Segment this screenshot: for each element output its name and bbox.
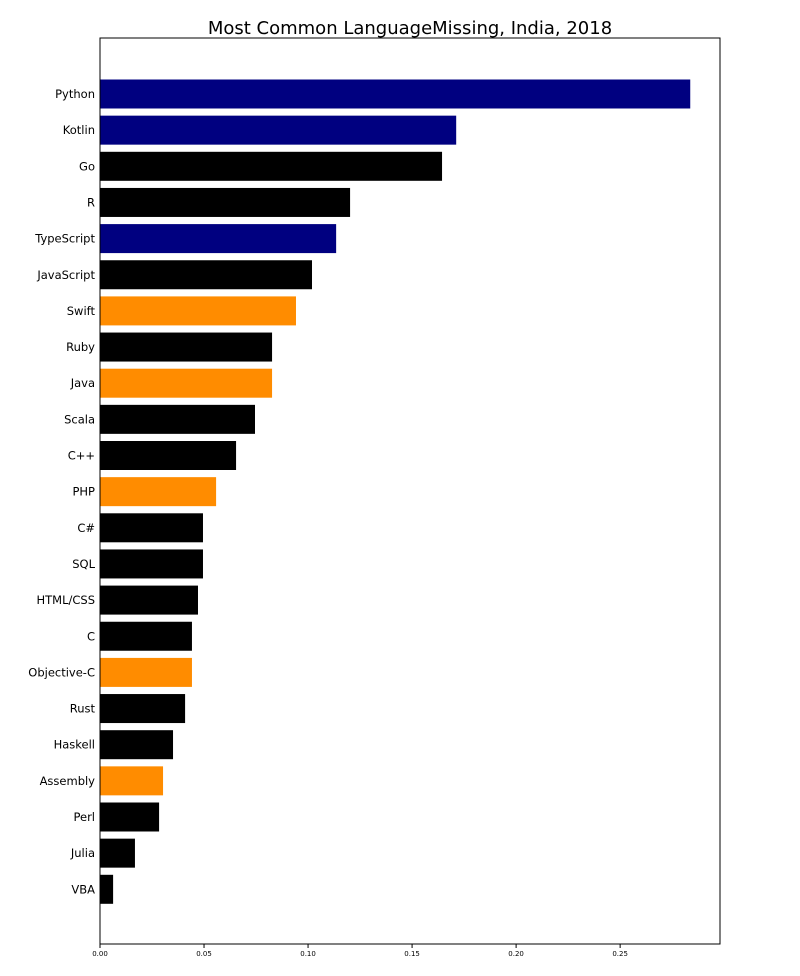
y-tick-label: C [87, 629, 95, 643]
x-tick-label: 0.10 [300, 950, 316, 958]
y-tick-label: Rust [70, 702, 96, 716]
y-tick-label: Kotlin [63, 123, 95, 137]
x-tick-label: 0.25 [612, 950, 628, 958]
y-tick-label: R [87, 195, 95, 209]
bar-sql [100, 549, 203, 579]
bar-r [100, 187, 351, 217]
bar-java [100, 368, 273, 398]
y-tick-label: VBA [71, 882, 95, 896]
x-tick-label: 0.15 [404, 950, 420, 958]
bar-python [100, 79, 691, 109]
plot-frame [99, 37, 721, 945]
bar-ruby [100, 332, 273, 362]
y-tick-label: Scala [64, 412, 95, 426]
bar-html-css [100, 585, 198, 615]
bar-c- [100, 513, 203, 543]
y-tick-label: HTML/CSS [36, 593, 95, 607]
bar-objective-c [100, 657, 192, 687]
x-tick-label: 0.20 [508, 950, 524, 958]
y-tick-label: PHP [72, 485, 95, 499]
y-tick-label: C# [77, 521, 95, 535]
y-tick-label: Go [79, 159, 95, 173]
y-tick-label: Perl [73, 810, 95, 824]
y-tick-label: Python [55, 87, 95, 101]
bar-assembly [100, 766, 164, 796]
y-tick-label: TypeScript [34, 232, 95, 246]
y-tick-label: JavaScript [36, 268, 95, 282]
y-tick-label: C++ [68, 449, 95, 463]
y-tick-label: Julia [70, 846, 95, 860]
bar-typescript [100, 224, 337, 254]
y-tick-label: Swift [67, 304, 96, 318]
bar-kotlin [100, 115, 457, 145]
y-tick-label: Haskell [54, 738, 95, 752]
x-tick-label: 0.00 [92, 950, 108, 958]
y-tick-label: Objective-C [28, 665, 95, 679]
y-tick-label: Java [70, 376, 95, 390]
bar-swift [100, 296, 296, 326]
bar-c [100, 621, 192, 651]
bar-php [100, 477, 217, 507]
y-tick-label: Ruby [66, 340, 95, 354]
bar-go [100, 151, 443, 181]
bar-perl [100, 802, 160, 832]
bar-javascript [100, 260, 313, 290]
bar-julia [100, 838, 135, 868]
bar-haskell [100, 730, 174, 760]
bar-scala [100, 404, 255, 434]
y-tick-label: Assembly [40, 774, 96, 788]
bar-c- [100, 441, 237, 470]
bar-rust [100, 694, 186, 724]
y-tick-label: SQL [72, 557, 95, 571]
bar-vba [100, 874, 114, 904]
chart-title: Most Common LanguageMissing, India, 2018 [208, 18, 612, 39]
x-tick-label: 0.05 [196, 950, 212, 958]
